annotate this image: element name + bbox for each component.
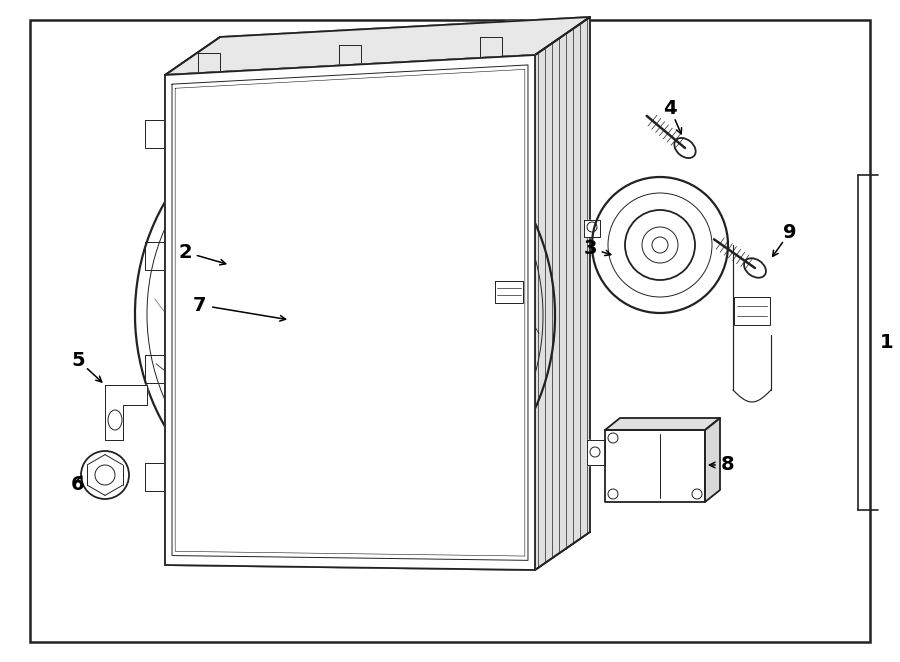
Polygon shape [605, 430, 705, 502]
Polygon shape [105, 385, 147, 440]
Polygon shape [165, 55, 535, 570]
Text: 5: 5 [71, 350, 85, 369]
Text: 2: 2 [178, 242, 192, 261]
Polygon shape [495, 281, 523, 303]
Text: 6: 6 [71, 475, 85, 495]
Polygon shape [220, 17, 590, 532]
Text: 4: 4 [663, 99, 677, 117]
Bar [734, 297, 770, 325]
Polygon shape [535, 17, 590, 570]
Polygon shape [705, 418, 720, 502]
Text: 7: 7 [194, 295, 207, 314]
Text: 9: 9 [783, 222, 796, 242]
Polygon shape [587, 440, 605, 465]
Polygon shape [605, 418, 720, 430]
Polygon shape [165, 17, 590, 75]
Text: 1: 1 [880, 332, 894, 352]
Text: 8: 8 [721, 455, 734, 475]
Polygon shape [165, 55, 535, 570]
Polygon shape [584, 220, 600, 237]
Text: 3: 3 [583, 238, 597, 258]
